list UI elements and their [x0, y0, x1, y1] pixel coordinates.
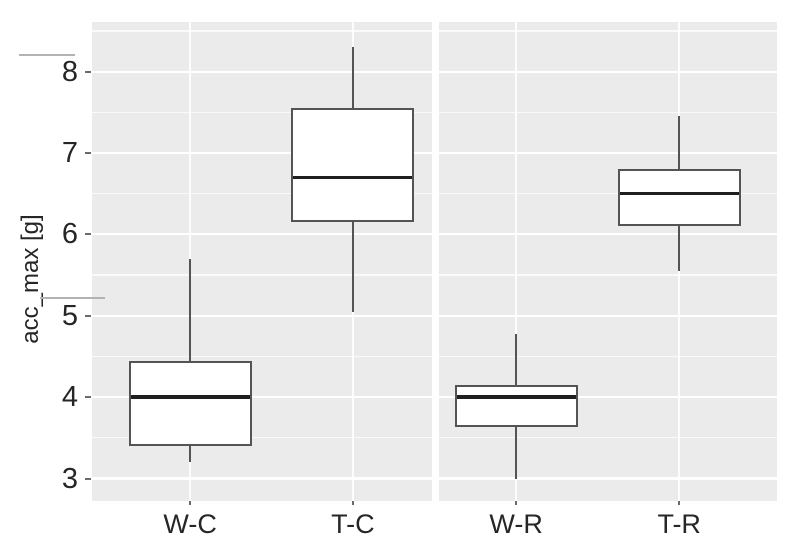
gridline-major	[439, 70, 778, 73]
gridline-minor	[439, 193, 778, 195]
y-tick	[85, 233, 91, 236]
y-tick	[85, 477, 91, 480]
x-tick-T-R	[677, 501, 681, 505]
box-T-C	[291, 108, 415, 223]
median-T-C	[293, 175, 413, 180]
x-tick-label-W-C: W-C	[163, 509, 217, 539]
y-tick	[85, 396, 91, 399]
gridline-major	[92, 477, 432, 480]
x-tick-label-W-R: W-R	[489, 509, 543, 539]
box-T-R	[617, 169, 741, 227]
gridline-minor	[439, 355, 778, 358]
facet-left-panel	[92, 22, 432, 501]
y-tick-label: 8	[61, 55, 78, 88]
gridline-minor	[92, 274, 432, 276]
y-tick-label: 5	[61, 299, 78, 332]
gridline-minor	[92, 193, 432, 195]
gridline-minor	[92, 111, 432, 113]
gridline-major	[439, 233, 778, 236]
gridline-major	[92, 70, 432, 73]
x-tick-T-C	[351, 501, 355, 505]
x-tick-W-R	[514, 501, 518, 505]
gridline-vertical	[515, 22, 517, 501]
y-tick-label: 4	[61, 381, 78, 414]
y-tick-label: 7	[61, 137, 78, 170]
gridline-major	[439, 396, 778, 399]
gridline-minor	[439, 274, 778, 276]
artifact-line-mid	[40, 297, 105, 299]
gridline-minor	[439, 30, 778, 32]
gridline-minor	[92, 437, 432, 439]
gridline-major	[92, 396, 432, 399]
x-tick-W-C	[188, 501, 192, 505]
gridline-major	[439, 314, 778, 317]
gridline-minor	[92, 30, 432, 32]
y-tick-label: 6	[61, 218, 78, 251]
artifact-line-top	[19, 54, 75, 56]
y-tick-label: 3	[61, 462, 78, 495]
y-tick	[85, 314, 91, 317]
gridline-major	[92, 151, 432, 155]
gridline-major	[439, 151, 778, 155]
box-W-C	[128, 360, 252, 446]
box-W-R	[454, 384, 578, 428]
x-tick-label-T-R: T-R	[657, 509, 701, 539]
median-W-R	[456, 395, 576, 399]
gridline-major	[439, 477, 778, 480]
median-T-R	[619, 191, 739, 196]
y-tick	[85, 152, 91, 155]
gridline-minor	[92, 355, 432, 358]
gridline-minor	[439, 111, 778, 113]
x-tick-label-T-C: T-C	[331, 509, 375, 539]
gridline-minor	[439, 437, 778, 439]
y-tick	[85, 70, 91, 73]
facet-right-panel	[439, 22, 778, 501]
gridline-major	[92, 314, 432, 317]
median-W-C	[130, 395, 250, 399]
gridline-major	[92, 233, 432, 236]
